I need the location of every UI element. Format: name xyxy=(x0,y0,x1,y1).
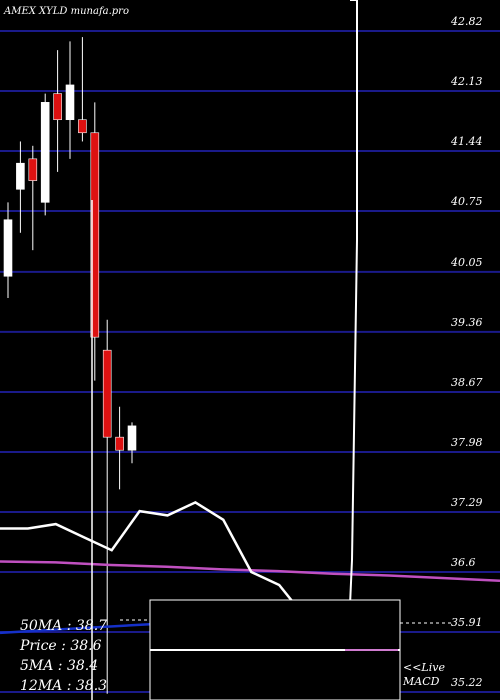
y-tick-label: 37.98 xyxy=(451,436,483,449)
candles xyxy=(3,37,137,694)
stat-price: Price : 38.6 xyxy=(19,638,102,654)
stat-5ma: 5MA : 38.4 xyxy=(20,658,98,674)
y-tick-label: 36.6 xyxy=(451,556,476,569)
candle-body xyxy=(53,93,62,121)
y-tick-label: 38.67 xyxy=(451,376,483,389)
candle-body xyxy=(16,162,25,190)
macd-label-live: <<Live xyxy=(403,661,445,674)
macd-label-macd: MACD xyxy=(402,675,440,688)
candle-body xyxy=(127,425,137,451)
chart-title: AMEX XYLD munafa.pro xyxy=(3,6,129,17)
y-tick-label: 41.44 xyxy=(450,135,483,148)
y-tick-label: 42.13 xyxy=(450,75,483,88)
y-tick-label: 40.75 xyxy=(450,195,483,208)
y-tick-label: 35.22 xyxy=(451,676,483,689)
candle-body xyxy=(115,436,124,451)
candle-body xyxy=(102,349,112,438)
y-axis-tick-labels: 42.82 42.13 41.44 40.75 40.05 39.36 38.67 37.98… xyxy=(450,15,483,689)
y-tick-label: 35.91 xyxy=(451,616,483,629)
candle-body xyxy=(28,158,38,181)
candle-body xyxy=(3,219,13,277)
y-tick-label: 39.36 xyxy=(451,316,483,329)
stat-12ma: 12MA : 38.3 xyxy=(20,678,107,694)
candle-body xyxy=(40,102,50,203)
grid-lines xyxy=(0,30,500,693)
ma-line-white xyxy=(0,500,336,635)
candle-body xyxy=(90,132,100,338)
candle-body xyxy=(65,84,75,121)
y-tick-label: 37.29 xyxy=(451,496,483,509)
y-tick-label: 40.05 xyxy=(450,256,483,269)
candle-body xyxy=(78,119,87,134)
stat-50ma: 50MA : 38.7 xyxy=(20,618,107,634)
ma-line-blue xyxy=(0,622,151,635)
spike-line xyxy=(347,0,358,651)
y-tick-label: 42.82 xyxy=(450,15,483,28)
